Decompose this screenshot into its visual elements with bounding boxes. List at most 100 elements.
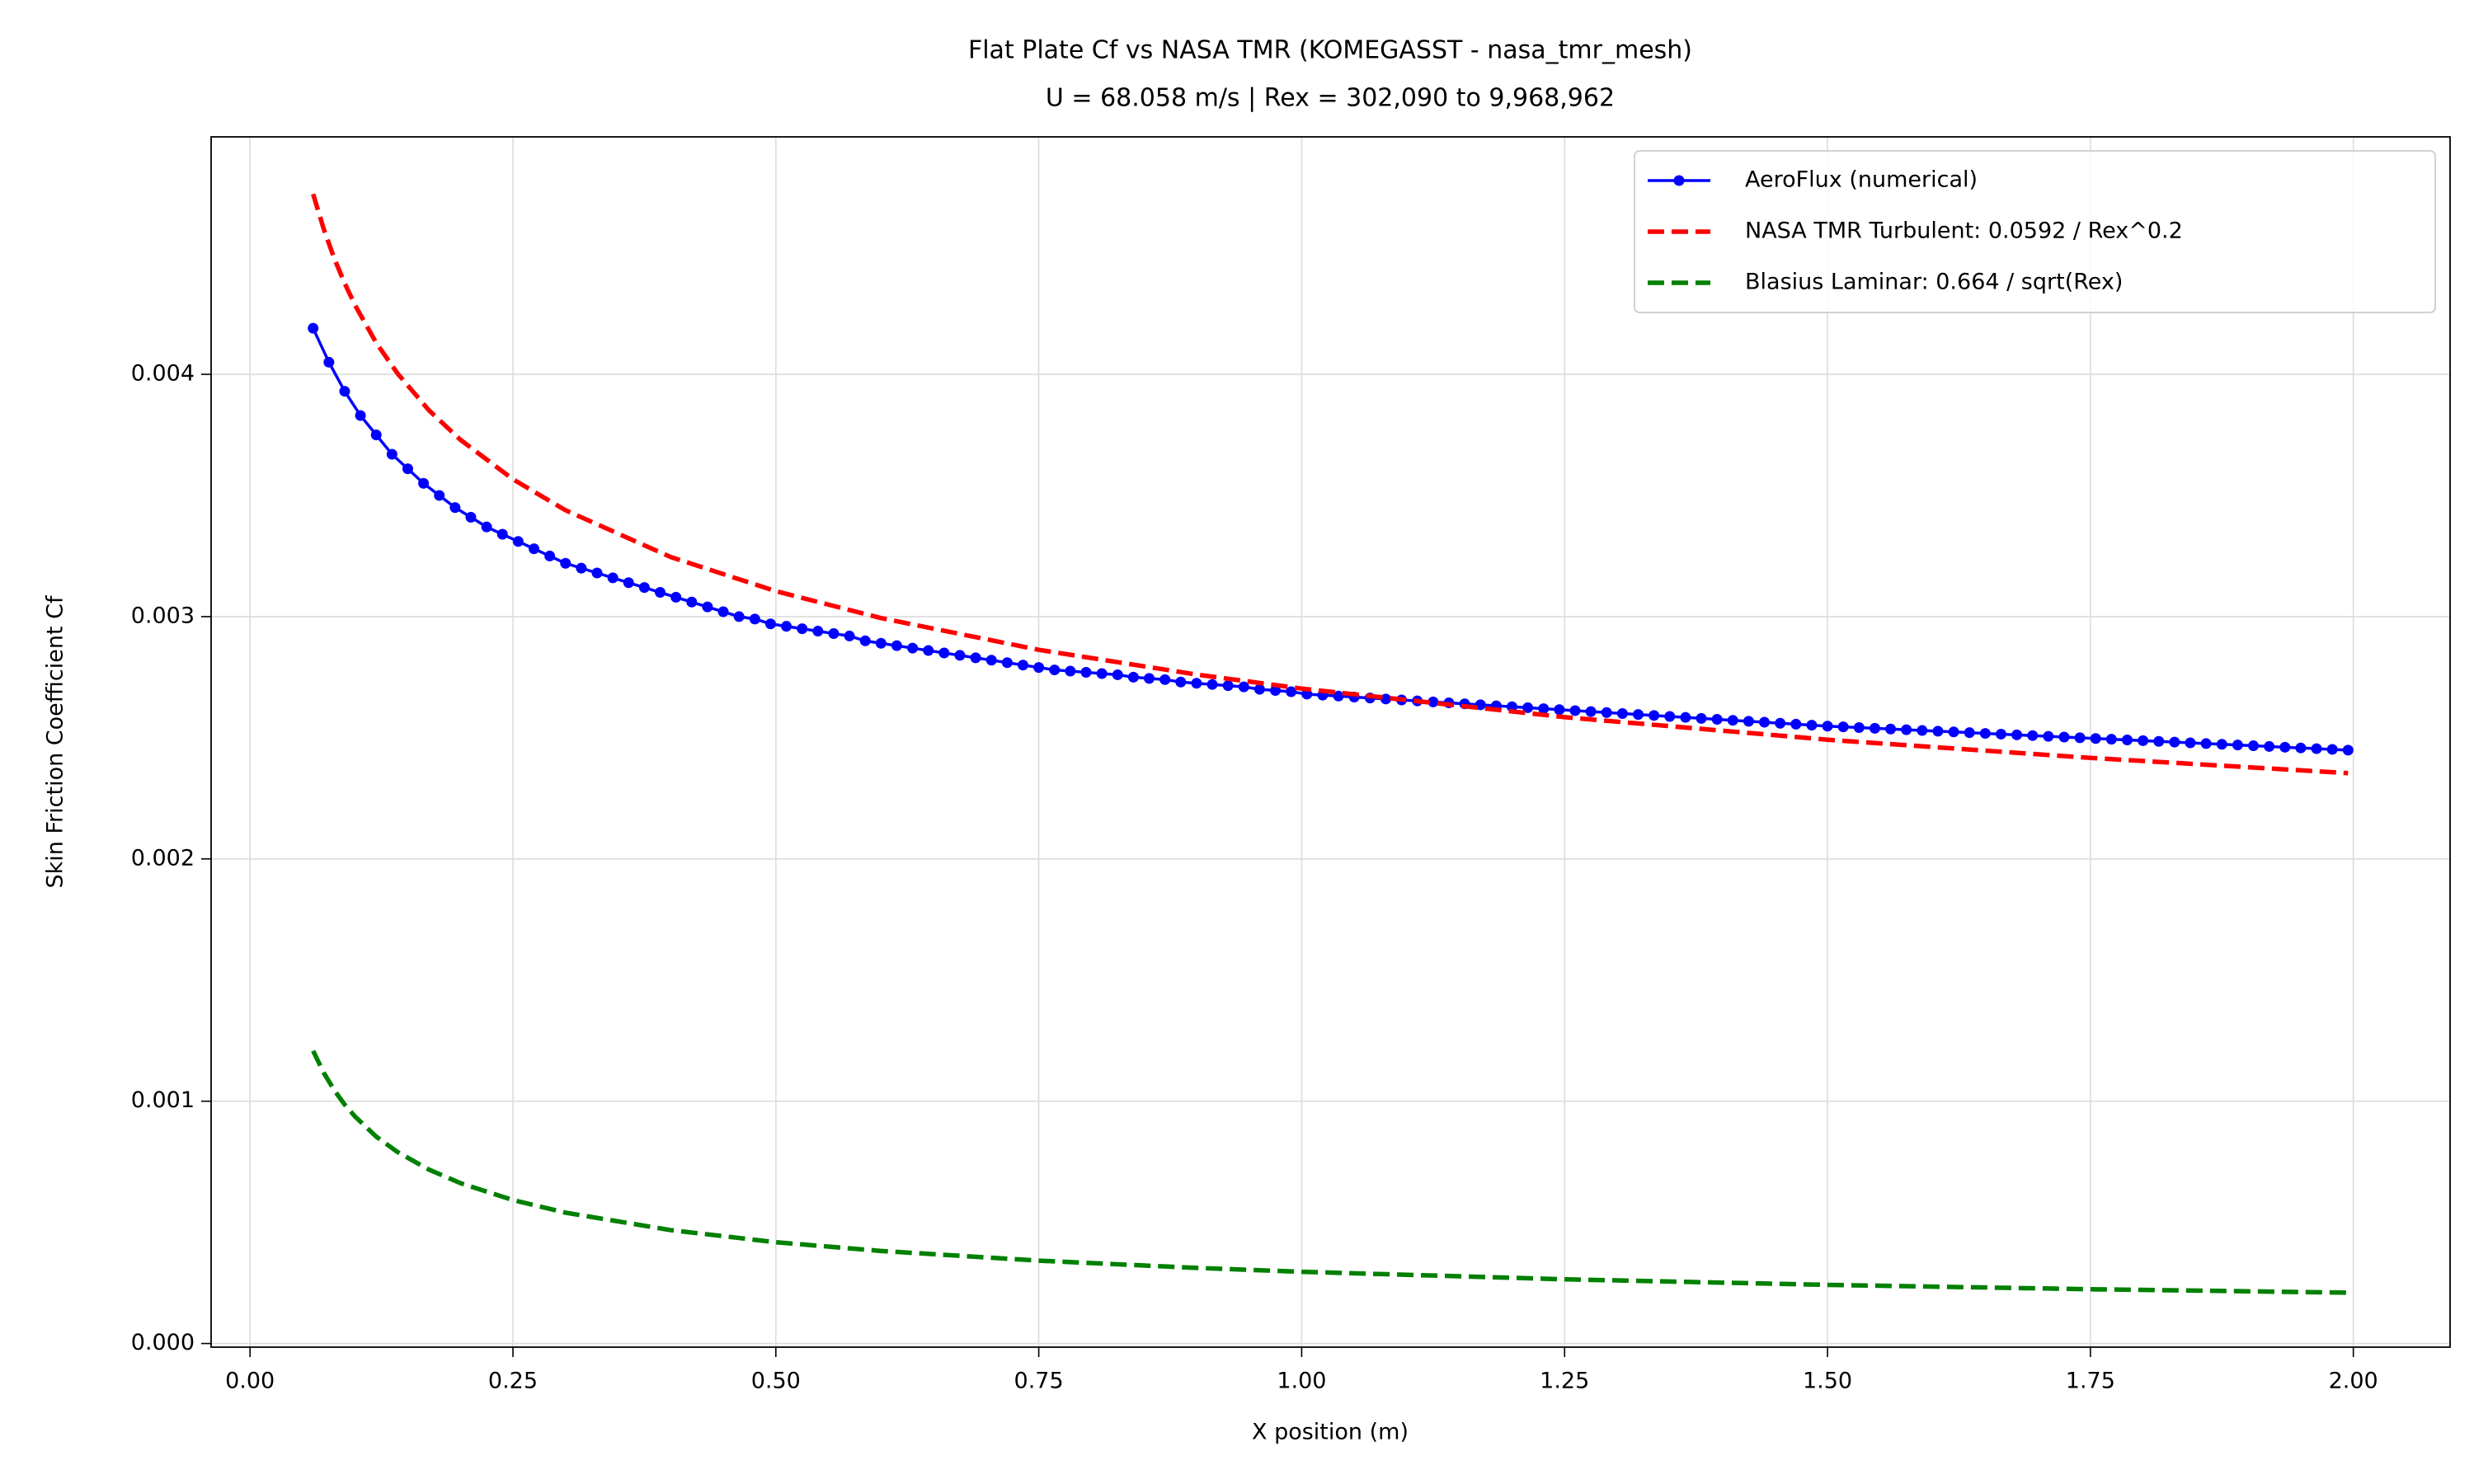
data-point — [812, 626, 824, 637]
data-point — [655, 587, 666, 599]
data-point — [1159, 674, 1171, 685]
x-tick-label: 1.25 — [1540, 1369, 1589, 1394]
data-point — [1979, 728, 1991, 740]
data-point — [1917, 725, 1928, 736]
data-point — [1380, 693, 1391, 705]
x-tick-label: 0.50 — [751, 1369, 801, 1394]
data-point — [2169, 736, 2180, 748]
data-point — [1096, 668, 1108, 679]
data-point — [1191, 678, 1202, 689]
y-tick-label: 0.004 — [131, 361, 195, 387]
legend-label: Blasius Laminar: 0.664 / sqrt(Rex) — [1745, 270, 2123, 295]
data-point — [749, 613, 760, 625]
data-point — [2200, 738, 2212, 749]
data-point — [954, 650, 966, 661]
data-point — [434, 490, 445, 501]
data-point — [1711, 714, 1723, 726]
data-point — [544, 550, 556, 561]
data-point — [1743, 716, 1754, 727]
data-point — [638, 582, 650, 594]
data-point — [717, 606, 729, 618]
data-point — [2105, 734, 2117, 745]
data-point — [1538, 703, 1550, 715]
data-point — [2232, 740, 2243, 751]
data-point — [985, 655, 997, 666]
data-point — [2248, 740, 2260, 752]
series-line — [311, 1050, 2349, 1295]
data-point — [1253, 683, 1265, 695]
data-point — [1775, 717, 1786, 729]
data-point — [1049, 665, 1061, 676]
legend-label: AeroFlux (numerical) — [1745, 167, 1978, 193]
data-point — [938, 647, 950, 659]
data-point — [2185, 737, 2196, 749]
data-point — [1427, 696, 1439, 707]
data-point — [2074, 732, 2086, 744]
data-point — [970, 652, 981, 664]
series-line — [311, 193, 2349, 776]
legend-label: NASA TMR Turbulent: 0.0592 / Rex^0.2 — [1745, 218, 2183, 244]
data-point — [308, 322, 319, 334]
data-point — [1270, 685, 1282, 697]
x-tick-label: 0.75 — [1014, 1369, 1064, 1394]
data-point — [764, 618, 776, 630]
data-point — [1932, 726, 1944, 737]
data-point — [1206, 679, 1218, 690]
data-point — [1948, 726, 1959, 738]
data-point — [1964, 727, 1975, 739]
data-point — [418, 477, 430, 489]
data-point — [670, 591, 682, 603]
legend-marker — [1673, 175, 1685, 186]
x-tick-label: 1.75 — [2066, 1369, 2115, 1394]
data-point — [1033, 662, 1045, 674]
data-point — [481, 521, 492, 533]
data-point — [1585, 706, 1597, 717]
data-point — [529, 543, 540, 555]
data-point — [512, 536, 524, 547]
data-point — [1222, 680, 1234, 692]
data-point — [1616, 707, 1628, 719]
x-tick-label: 0.00 — [225, 1369, 275, 1394]
chart-subtitle: U = 68.058 m/s | Rex = 302,090 to 9,968,… — [1046, 84, 1615, 113]
data-point — [1175, 676, 1187, 688]
x-tick-label: 0.25 — [488, 1369, 538, 1394]
data-point — [2121, 735, 2133, 746]
data-point — [386, 448, 397, 460]
data-point — [1080, 667, 1092, 679]
data-point — [1286, 686, 1297, 697]
data-point — [323, 356, 335, 368]
data-point — [2279, 741, 2291, 753]
data-point — [1333, 690, 1344, 702]
data-point — [1144, 673, 1155, 684]
data-point — [1822, 721, 1833, 732]
data-point — [1995, 728, 2006, 740]
data-point — [2027, 730, 2039, 741]
data-point — [1727, 715, 1738, 726]
data-point — [2342, 744, 2354, 756]
data-point — [2153, 735, 2165, 747]
x-axis-label: X position (m) — [1252, 1420, 1409, 1445]
data-point — [1112, 669, 1123, 680]
data-point — [623, 577, 634, 589]
data-point — [923, 645, 934, 656]
data-point — [702, 601, 713, 613]
x-tick-label: 2.00 — [2329, 1369, 2378, 1394]
data-point — [2311, 743, 2322, 754]
data-point — [1853, 722, 1865, 734]
data-point — [828, 627, 840, 639]
x-tick-label: 1.00 — [1277, 1369, 1326, 1394]
data-point — [781, 621, 793, 632]
data-point — [1569, 705, 1581, 716]
data-point — [2043, 730, 2054, 742]
data-point — [1554, 704, 1565, 716]
y-tick-label: 0.001 — [131, 1087, 195, 1113]
data-point — [607, 572, 618, 584]
data-point — [2090, 733, 2101, 744]
x-tick-label: 1.50 — [1803, 1369, 1852, 1394]
data-point — [496, 528, 508, 540]
data-point — [907, 642, 919, 654]
data-point — [1790, 718, 1802, 730]
data-point — [1664, 711, 1676, 722]
data-point — [370, 429, 382, 440]
